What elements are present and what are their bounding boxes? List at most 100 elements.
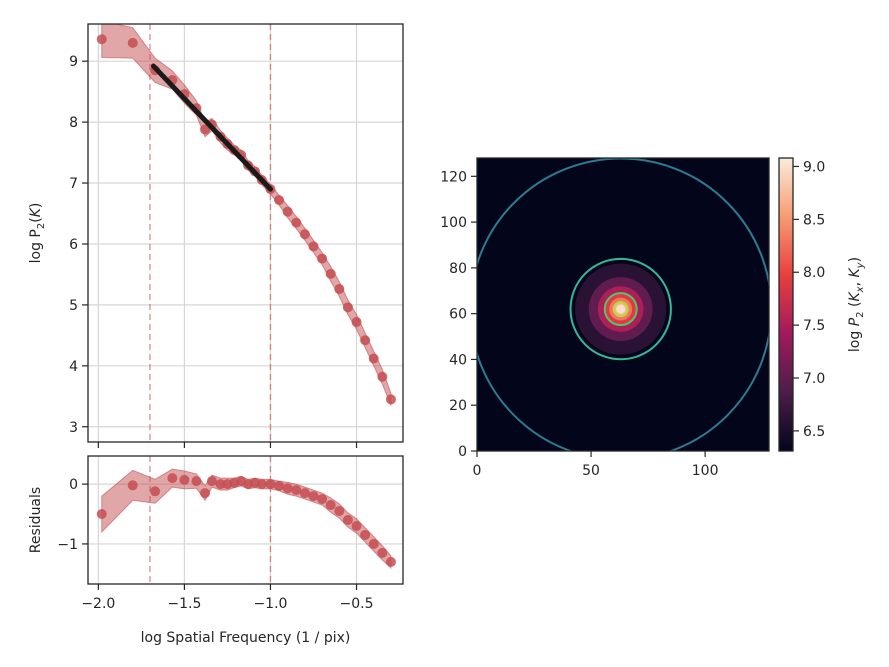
y-tick-label: 7	[69, 176, 78, 192]
point	[342, 515, 353, 525]
label-part: y	[855, 261, 866, 269]
label-part: K	[847, 291, 863, 302]
colorbar-tick-label: 7.5	[803, 318, 825, 334]
point	[317, 494, 328, 505]
label-part: 2	[855, 311, 866, 317]
label-part: )	[28, 203, 44, 208]
point	[385, 556, 396, 567]
colorbar-tick-label: 7.0	[803, 371, 825, 387]
y-tick-label: 0	[69, 477, 78, 493]
point	[291, 217, 302, 228]
point	[191, 476, 202, 487]
point	[282, 206, 293, 217]
point	[308, 241, 319, 252]
y-tick-label: 3	[69, 420, 78, 436]
y-tick-label: 120	[440, 169, 467, 185]
point	[299, 488, 310, 499]
point	[127, 480, 138, 491]
label-part: Residuals	[28, 487, 44, 553]
point	[96, 34, 107, 45]
x-tick-label: −0.5	[340, 596, 374, 612]
fit-line	[150, 63, 273, 192]
axes-frame	[87, 455, 404, 585]
x-tick-label: 0	[473, 463, 482, 479]
image-ring	[616, 304, 626, 314]
contour	[612, 301, 629, 317]
y-tick-label: 8	[69, 115, 78, 131]
point	[282, 483, 293, 494]
point	[325, 268, 336, 279]
point	[342, 302, 353, 313]
point	[179, 474, 190, 485]
y-tick-label: 40	[449, 352, 467, 368]
y-tick-label: 20	[449, 398, 467, 414]
x-tick-label: 100	[692, 463, 719, 479]
colorbar-tick-label: 8.0	[803, 265, 825, 281]
axis-label: log P2 (Kx, Ky)	[847, 257, 866, 352]
point	[368, 353, 379, 364]
plot-area	[96, 456, 396, 584]
point	[167, 473, 178, 484]
point	[206, 476, 217, 487]
label-part: (	[28, 217, 44, 222]
label-part: x	[855, 286, 866, 293]
point	[256, 479, 267, 490]
x-axis-label: log Spatial Frequency (1 / pix)	[141, 630, 351, 646]
label-part: K	[28, 206, 44, 217]
point	[325, 500, 336, 511]
y-tick-label: 0	[458, 444, 467, 460]
x-tick-label: −1.5	[167, 596, 201, 612]
y-tick-label: −1	[57, 537, 78, 553]
point	[385, 394, 396, 405]
label-part: log	[847, 326, 863, 352]
point	[360, 529, 371, 540]
axis-label: log P2(K)	[28, 203, 47, 264]
x-tick-label: −2.0	[81, 596, 115, 612]
point	[265, 479, 276, 490]
point	[291, 485, 302, 496]
colorbar	[778, 157, 794, 452]
label-part: (	[847, 302, 863, 312]
error-band	[101, 24, 392, 406]
contour	[603, 292, 638, 327]
plot-area	[96, 24, 396, 442]
axes-frame	[87, 23, 404, 443]
colorbar-tick-label: 9.0	[803, 159, 825, 175]
x-tick-label: −1.0	[253, 596, 287, 612]
label-part: ,	[847, 278, 863, 287]
colorbar-tick-label: 8.5	[803, 212, 825, 228]
point	[317, 253, 328, 264]
label-part: P	[847, 317, 863, 326]
point	[334, 284, 345, 295]
point	[368, 538, 379, 549]
point	[215, 479, 226, 490]
point	[360, 335, 371, 346]
point	[351, 520, 362, 531]
colorbar-tick-label: 6.5	[803, 424, 825, 440]
y-tick-label: 9	[69, 54, 78, 70]
point	[96, 509, 107, 520]
y-tick-label: 100	[440, 215, 467, 231]
label-part: )	[847, 257, 863, 262]
point	[334, 506, 345, 517]
y-tick-label: 6	[69, 237, 78, 253]
point	[127, 37, 138, 48]
x-tick-label: 50	[582, 463, 600, 479]
axes-frame	[476, 157, 770, 452]
label-part: 2	[36, 223, 47, 229]
point	[274, 480, 285, 491]
y-tick-label: 4	[69, 359, 78, 375]
axis-label: Residuals	[28, 487, 44, 553]
point	[200, 488, 211, 499]
label-part: log P	[28, 229, 44, 263]
plot-area	[477, 158, 769, 451]
y-tick-label: 5	[69, 298, 78, 314]
y-tick-label: 80	[449, 261, 467, 277]
point	[377, 371, 388, 382]
contour	[569, 257, 672, 361]
point	[299, 229, 310, 240]
y-tick-label: 60	[449, 307, 467, 323]
label-part: K	[847, 267, 863, 278]
point	[351, 316, 362, 327]
